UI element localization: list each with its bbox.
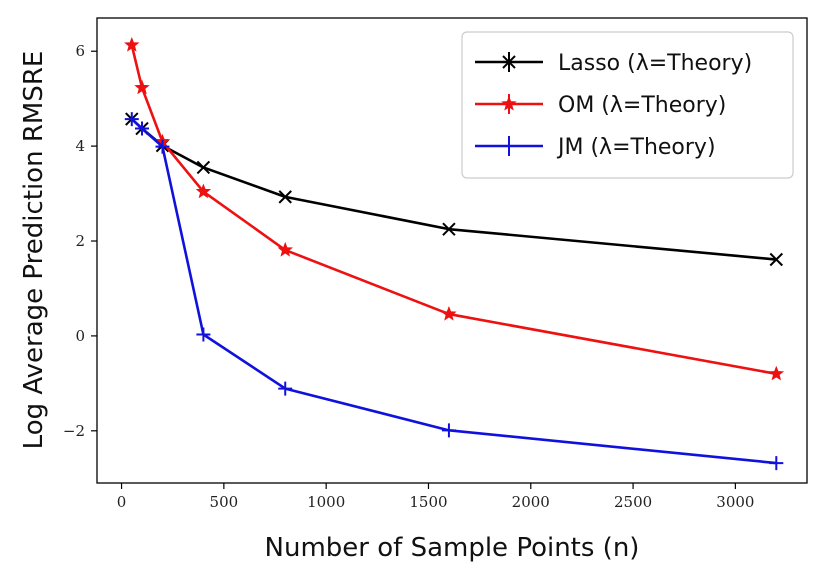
legend-item-om: OM (λ=Theory): [475, 93, 726, 118]
x-axis-ticks: 0 500 1000 1500 2000 2500 3000: [117, 483, 754, 511]
data-point-jm: [278, 381, 293, 396]
legend-item-jm: JM (λ=Theory): [475, 135, 716, 160]
data-point-jm: [196, 327, 211, 342]
legend-label-om: OM (λ=Theory): [558, 93, 726, 118]
y-tick-label: 4: [75, 137, 85, 155]
data-point-jm: [769, 456, 784, 471]
x-axis-label: Number of Sample Points (n): [265, 533, 640, 563]
data-point-lasso: [769, 252, 784, 267]
y-tick-label: −2: [63, 422, 85, 440]
x-tick-label: 3000: [716, 493, 754, 511]
y-axis-label: Log Average Prediction RMSRE: [19, 51, 49, 450]
legend: Lasso (λ=Theory) OM (λ=Theory) JM (λ=Theor…: [461, 31, 794, 179]
x-tick-label: 1500: [409, 493, 447, 511]
series-om: [124, 36, 785, 381]
legend-label-jm: JM (λ=Theory): [556, 135, 716, 160]
data-point-jm: [155, 139, 170, 154]
legend-label-lasso: Lasso (λ=Theory): [558, 51, 752, 76]
legend-marker-jm: [502, 139, 516, 153]
data-point-lasso: [196, 160, 211, 175]
data-point-lasso: [442, 222, 456, 236]
x-tick-label: 1000: [307, 493, 345, 511]
legend-marker-om: [501, 95, 517, 111]
y-axis-ticks: −2 0 2 4 6: [63, 42, 97, 440]
data-point-om: [124, 36, 140, 52]
y-tick-label: 6: [75, 42, 85, 60]
legend-box: [461, 31, 794, 179]
x-tick-label: 2000: [512, 493, 550, 511]
data-point-om: [768, 365, 785, 381]
data-point-jm: [441, 423, 456, 438]
data-point-om: [441, 305, 457, 321]
series-layer: [124, 36, 785, 471]
x-tick-label: 2500: [614, 493, 652, 511]
legend-marker-lasso: [502, 55, 516, 69]
data-point-jm: [124, 112, 139, 127]
data-point-lasso: [278, 190, 292, 204]
x-tick-label: 500: [210, 493, 239, 511]
legend-item-lasso: Lasso (λ=Theory): [475, 51, 752, 76]
series-jm: [124, 112, 784, 471]
data-point-om: [134, 79, 150, 95]
data-point-om: [277, 241, 293, 257]
data-point-om: [195, 183, 212, 199]
x-tick-label: 0: [117, 493, 127, 511]
y-tick-label: 0: [75, 327, 85, 345]
data-point-jm: [135, 121, 150, 136]
y-tick-label: 2: [75, 232, 85, 250]
